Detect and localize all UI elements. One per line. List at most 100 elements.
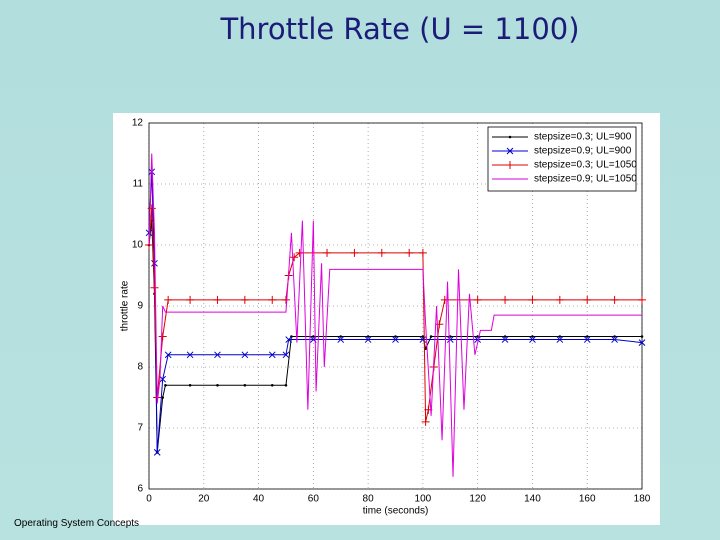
marker	[150, 283, 159, 292]
x-tick-label: 180	[634, 494, 651, 505]
y-tick-label: 10	[132, 240, 144, 251]
marker	[421, 417, 430, 426]
marker	[610, 295, 619, 304]
marker	[337, 336, 345, 343]
marker	[638, 295, 646, 304]
series-line	[148, 153, 642, 477]
y-tick-label: 7	[137, 423, 143, 434]
marker	[214, 351, 221, 359]
marker	[153, 449, 161, 456]
marker	[640, 335, 644, 338]
y-tick-label: 8	[137, 362, 143, 373]
marker	[158, 332, 167, 341]
marker	[285, 336, 293, 343]
marker	[164, 351, 172, 359]
marker	[556, 336, 564, 343]
marker	[508, 135, 512, 139]
plot-frame	[148, 122, 643, 490]
marker	[528, 295, 537, 304]
x-tick-label: 20	[198, 494, 210, 505]
footer: Operating System Concepts	[14, 518, 140, 529]
marker	[164, 384, 167, 387]
marker	[339, 335, 343, 338]
marker	[270, 384, 274, 387]
marker	[350, 248, 359, 257]
marker	[323, 248, 332, 257]
x-tick-label: 140	[524, 494, 541, 505]
marker	[366, 335, 370, 338]
marker	[613, 335, 616, 338]
marker	[429, 335, 433, 338]
marker	[240, 295, 249, 304]
y-tick-label: 6	[137, 484, 143, 495]
marker	[638, 339, 646, 346]
x-tick-label: 100	[415, 494, 432, 505]
x-tick-label: 80	[363, 494, 375, 505]
y-axis-label: throttle rate	[120, 280, 131, 331]
marker	[555, 295, 564, 304]
marker	[558, 335, 562, 338]
x-tick-label: 0	[146, 494, 152, 505]
marker	[435, 320, 444, 329]
marker	[506, 147, 514, 155]
marker	[164, 295, 173, 304]
y-tick-label: 9	[137, 301, 143, 312]
legend-label: stepsize=0.9; UL=900	[534, 146, 632, 157]
marker	[506, 161, 514, 169]
marker	[186, 295, 195, 304]
marker	[159, 375, 167, 383]
y-tick-label: 12	[132, 118, 144, 129]
marker	[476, 335, 479, 338]
marker	[148, 168, 156, 176]
marker	[583, 295, 592, 304]
legend-box	[487, 126, 637, 192]
legend-label: stepsize=0.9; UL=1050	[534, 174, 637, 185]
x-tick-label: 160	[579, 494, 596, 505]
marker	[290, 253, 299, 262]
marker	[585, 335, 589, 338]
marker	[405, 248, 414, 257]
x-tick-label: 40	[253, 494, 265, 505]
marker	[392, 336, 399, 343]
marker	[241, 351, 249, 359]
marker	[394, 335, 397, 338]
marker	[611, 336, 618, 343]
marker	[419, 336, 427, 343]
marker	[268, 295, 277, 304]
marker	[312, 335, 315, 338]
marker	[188, 384, 192, 387]
marker	[284, 384, 288, 387]
marker	[281, 295, 290, 304]
marker	[529, 336, 536, 343]
marker	[282, 351, 290, 359]
marker	[216, 384, 219, 387]
marker	[418, 248, 427, 257]
marker	[295, 248, 304, 257]
marker	[147, 204, 156, 213]
marker	[268, 351, 276, 359]
marker	[440, 295, 449, 304]
marker	[501, 295, 510, 304]
legend-label: stepsize=0.3; UL=900	[534, 132, 632, 143]
marker	[186, 351, 194, 359]
x-tick-label: 120	[469, 494, 486, 505]
marker	[583, 336, 591, 343]
marker	[421, 335, 425, 338]
marker	[448, 335, 452, 338]
marker	[161, 396, 164, 399]
marker	[243, 384, 247, 387]
marker	[377, 248, 386, 257]
legend-label: stepsize=0.3; UL=1050	[534, 160, 637, 171]
marker	[364, 336, 372, 343]
marker	[424, 347, 427, 350]
x-axis-label: time (seconds)	[363, 506, 429, 517]
marker	[446, 336, 454, 343]
marker	[213, 295, 222, 304]
y-tick-label: 11	[133, 179, 144, 190]
slide-title: Throttle Rate (U = 1100)	[220, 12, 580, 46]
marker	[501, 336, 509, 343]
marker	[503, 335, 507, 338]
x-tick-label: 60	[308, 494, 320, 505]
